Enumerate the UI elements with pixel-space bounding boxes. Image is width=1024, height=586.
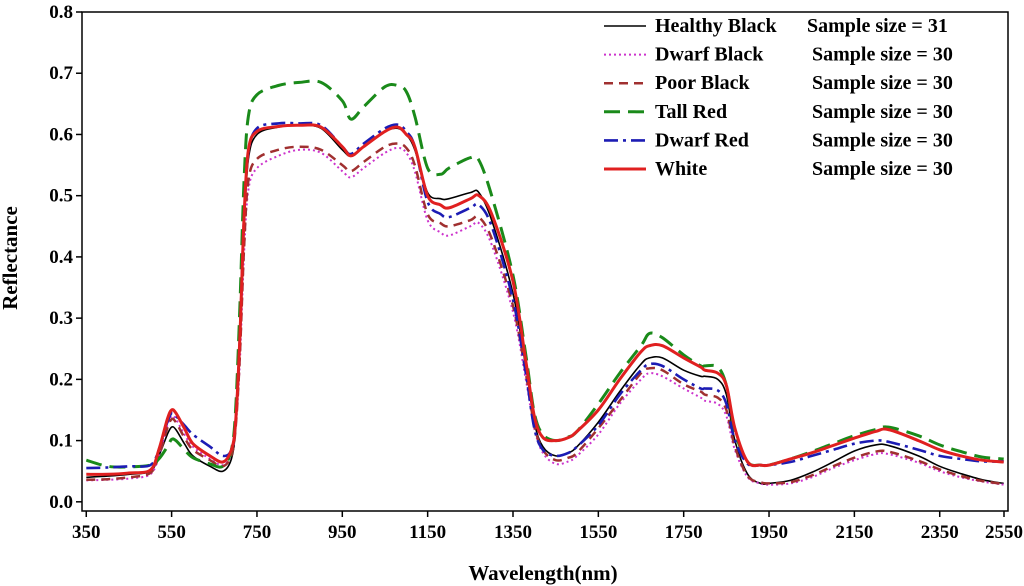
x-tick-label: 1150 [409,522,446,543]
y-tick-label: 0.5 [49,186,73,207]
y-tick-label: 0.3 [49,308,73,329]
legend-entry-name: Dwarf Red [655,129,749,151]
x-axis-title: Wavelength(nm) [468,561,617,585]
axis-ticks: 0.0 0.1 0.2 0.3 0.4 0.5 0.6 0.7 0.8 350 550 750 950 1… [49,2,1023,543]
x-tick-label: 750 [243,522,272,543]
x-tick-label: 2550 [985,522,1023,543]
x-tick-label: 550 [157,522,186,543]
y-tick-label: 0.6 [49,124,73,145]
y-tick-label: 0.8 [49,2,73,23]
y-tick-label: 0.1 [49,431,73,452]
legend-entry-name: White [655,158,707,180]
x-tick-label: 1750 [665,522,703,543]
legend-sample-size: Sample size = 30 [812,158,953,180]
legend-entry-name: Tall Red [655,101,727,123]
legend-sample-size: Sample size = 30 [812,101,953,123]
plot-frame [81,11,1009,512]
x-tick-label: 1350 [494,522,532,543]
legend: Healthy Black Sample size = 31 Dwarf Black… [604,15,953,180]
x-tick-label: 2350 [921,522,959,543]
y-tick-label: 0.2 [49,369,73,390]
series-line-tall-red [85,79,1004,469]
series-line-white [86,123,1004,476]
legend-entry-name: Dwarf Black [655,44,764,66]
legend-sample-size: Sample size = 30 [812,129,953,151]
y-axis-title: Reflectance [0,206,22,310]
x-tick-label: 2150 [835,522,873,543]
legend-sample-size: Sample size = 30 [812,44,953,66]
y-tick-label: 0.7 [49,63,73,84]
x-tick-label: 950 [328,522,357,543]
legend-sample-size: Sample size = 31 [807,15,948,37]
series-layer [85,79,1004,486]
legend-entry-name: Poor Black [655,72,751,94]
x-tick-label: 1550 [579,522,617,543]
x-tick-label: 350 [72,522,101,543]
y-tick-label: 0.4 [49,247,73,268]
legend-sample-size: Sample size = 30 [812,72,953,94]
legend-entry-name: Healthy Black [655,15,778,37]
y-tick-label: 0.0 [49,492,73,513]
x-tick-label: 1950 [750,522,788,543]
